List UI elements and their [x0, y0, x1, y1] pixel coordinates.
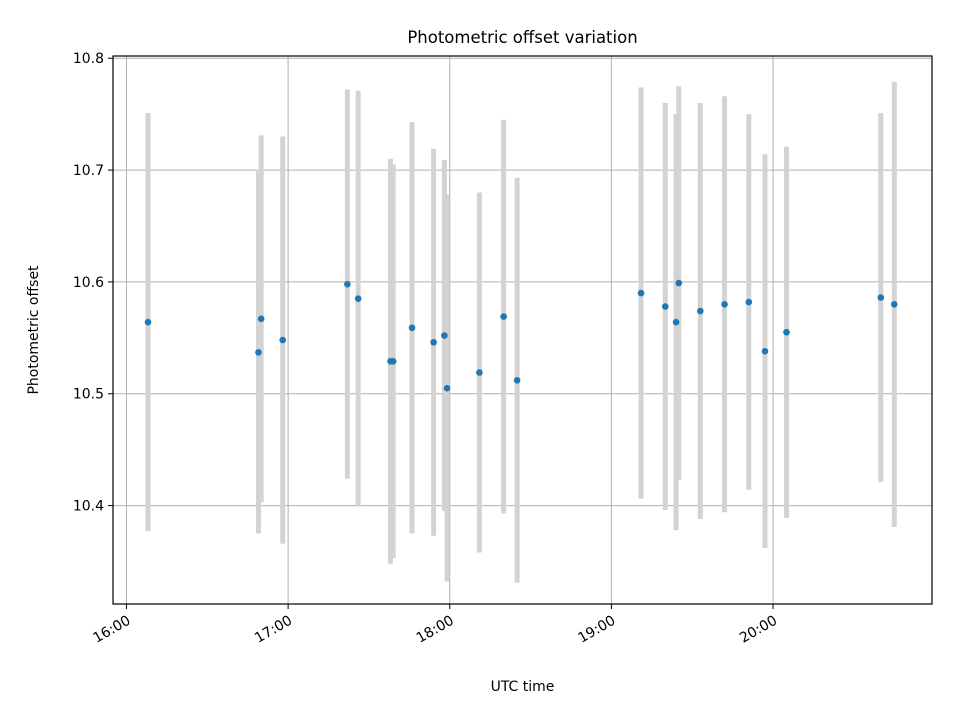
- data-point: [257, 315, 265, 323]
- data-point: [745, 298, 753, 306]
- data-point: [500, 313, 507, 320]
- data-point: [408, 324, 416, 332]
- data-point: [354, 295, 362, 302]
- data-point: [721, 300, 728, 308]
- data-point: [279, 336, 287, 344]
- data-point: [637, 289, 645, 297]
- data-point: [672, 318, 680, 326]
- chart-title: Photometric offset variation: [407, 28, 637, 47]
- data-point: [389, 358, 397, 365]
- data-point: [513, 377, 521, 384]
- data-point: [441, 332, 448, 339]
- y-tick-label: 10.6: [73, 275, 104, 291]
- data-point: [255, 349, 262, 356]
- data-points: [144, 279, 898, 392]
- data-point: [476, 369, 483, 376]
- data-point: [443, 384, 451, 392]
- data-point: [890, 300, 898, 308]
- y-axis-label: Photometric offset: [26, 265, 42, 395]
- data-point: [761, 347, 769, 355]
- data-point: [877, 294, 885, 301]
- y-tick-label: 10.7: [73, 163, 104, 179]
- data-point: [661, 303, 669, 310]
- data-point: [783, 328, 790, 336]
- data-point: [344, 280, 351, 288]
- plot-area-frame: [112, 55, 933, 605]
- x-axis-label: UTC time: [491, 679, 555, 695]
- grid: [113, 56, 932, 604]
- data-point: [697, 307, 704, 315]
- data-point: [675, 279, 683, 287]
- y-tick-label: 10.5: [73, 387, 104, 403]
- y-tick-label: 10.4: [73, 499, 104, 515]
- y-tick-label: 10.8: [73, 51, 104, 67]
- data-point: [430, 339, 437, 346]
- data-point: [144, 318, 152, 326]
